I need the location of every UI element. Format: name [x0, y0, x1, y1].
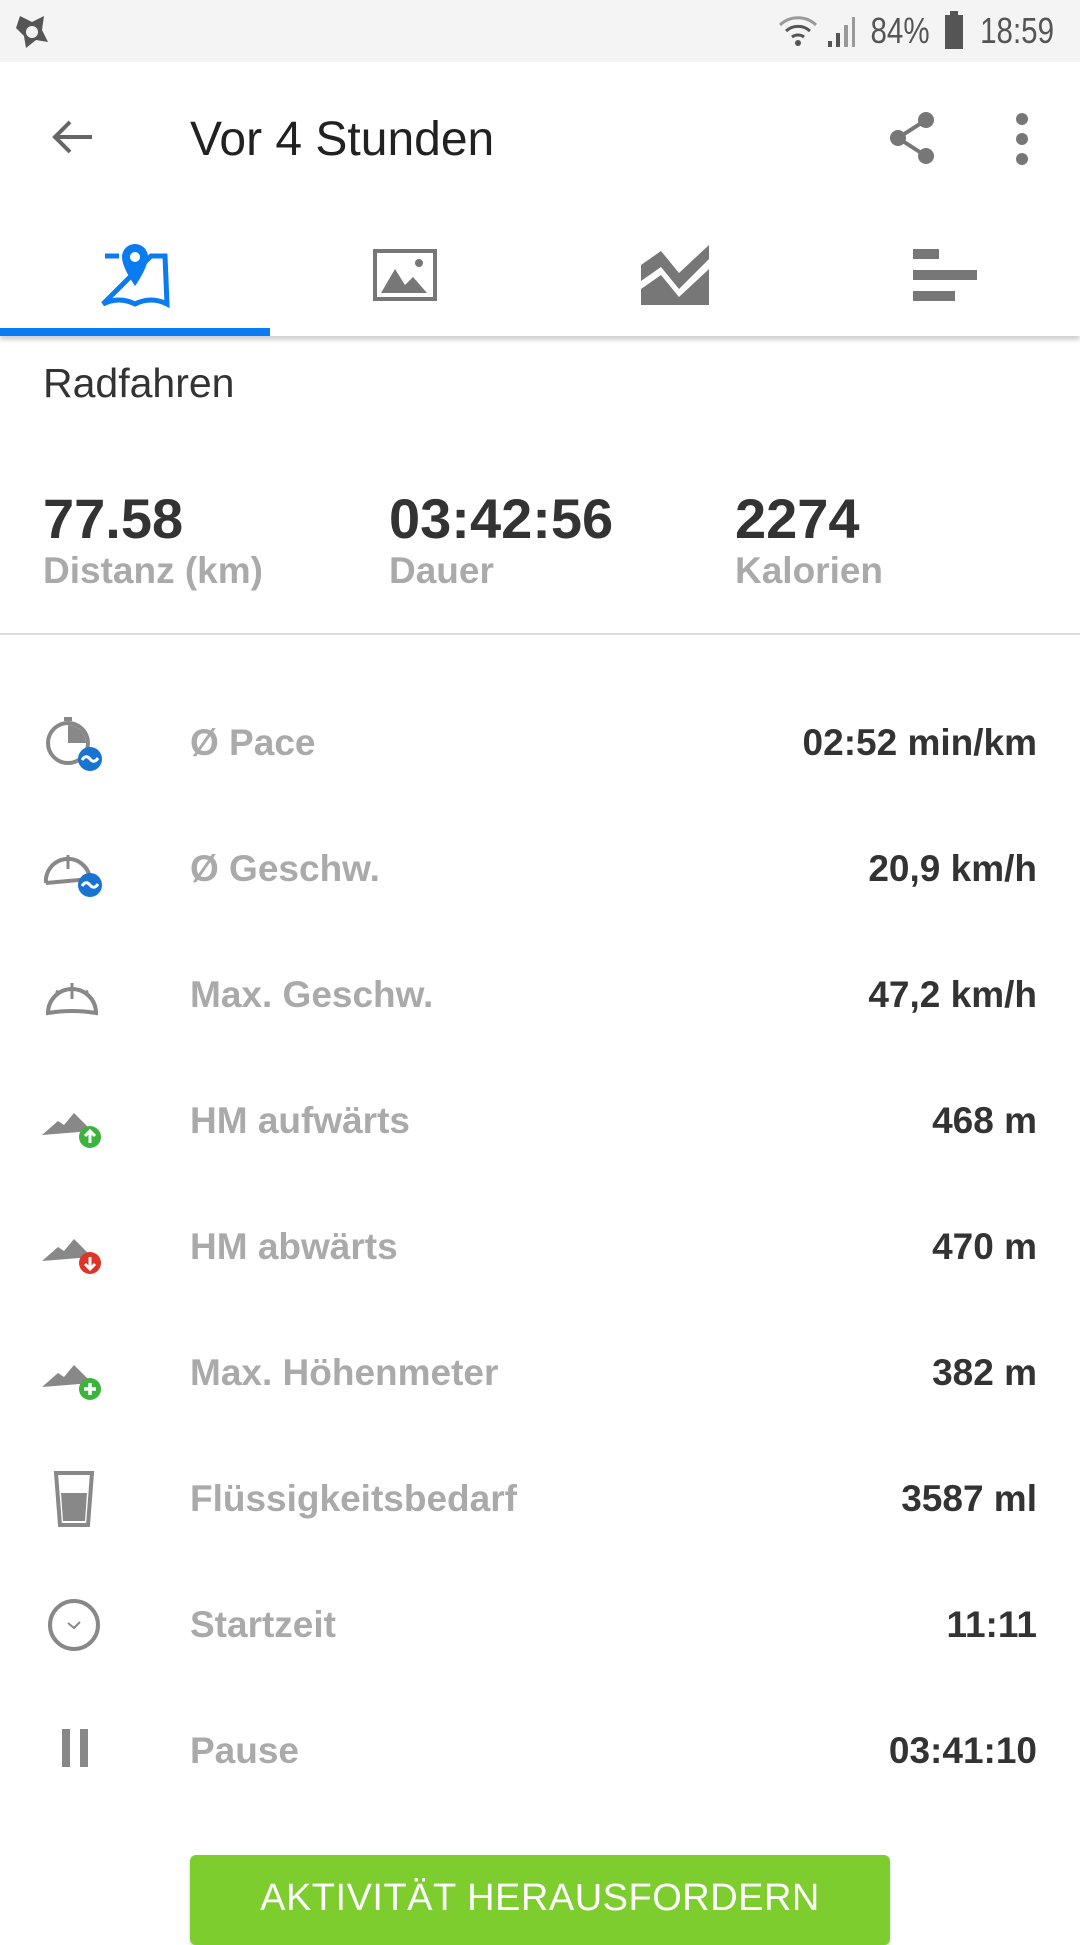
max-speed-icon: [45, 983, 99, 1016]
detail-label: Startzeit: [190, 1604, 336, 1645]
detail-value: 3587 ml: [901, 1478, 1037, 1519]
app-notification-icon: [16, 16, 48, 48]
back-arrow-icon[interactable]: [48, 112, 98, 162]
detail-row: Startzeit 11:11: [0, 1562, 1080, 1688]
battery-icon: [944, 11, 963, 49]
stat-label: Kalorien: [735, 550, 884, 591]
avg-speed-icon: [43, 855, 102, 897]
tab-charts[interactable]: [540, 214, 810, 336]
pause-icon: [62, 1729, 88, 1767]
tab-map[interactable]: [0, 214, 270, 336]
elevation-up-icon: [42, 1113, 101, 1148]
tab-details[interactable]: [810, 214, 1080, 336]
battery-percent: 84%: [870, 10, 930, 51]
detail-row: Flüssigkeitsbedarf 3587 ml: [0, 1436, 1080, 1562]
detail-label: Max. Geschw.: [190, 974, 434, 1015]
active-tab-indicator: [0, 328, 270, 336]
detail-value: 20,9 km/h: [868, 848, 1037, 889]
glass-icon: [53, 1471, 95, 1527]
bars-icon: [913, 249, 977, 301]
pace-icon: [46, 717, 102, 771]
status-bar: 84% 18:59: [0, 0, 1080, 62]
page-title: Vor 4 Stunden: [190, 113, 495, 166]
elevation-down-icon: [42, 1239, 101, 1274]
detail-row: Pause 03:41:10: [0, 1688, 1080, 1814]
elevation-max-icon: [42, 1365, 101, 1400]
detail-label: HM aufwärts: [190, 1100, 410, 1141]
detail-value: 11:11: [946, 1604, 1037, 1645]
clock-icon: [48, 1599, 100, 1651]
detail-row: Ø Pace 02:52 min/km: [0, 680, 1080, 806]
divider: [0, 633, 1080, 635]
toolbar: [0, 62, 1080, 214]
tab-bar: [0, 214, 1080, 336]
detail-row: Max. Geschw. 47,2 km/h: [0, 932, 1080, 1058]
stat-calories: 2274 Kalorien: [735, 488, 883, 592]
stat-distance: 77.58 Distanz (km): [43, 488, 263, 592]
share-icon[interactable]: [886, 110, 938, 166]
detail-value: 470 m: [932, 1226, 1037, 1267]
detail-label: Max. Höhenmeter: [190, 1352, 499, 1393]
detail-label: Ø Geschw.: [190, 848, 380, 889]
detail-value: 382 m: [932, 1352, 1037, 1393]
image-icon: [373, 249, 437, 301]
signal-icon: [827, 17, 855, 47]
stat-value: 2274: [735, 487, 860, 550]
stat-value: 77.58: [43, 487, 184, 550]
stat-value: 03:42:56: [389, 487, 614, 550]
wifi-icon: [778, 16, 817, 46]
map-pin-icon: [101, 244, 170, 308]
detail-label: Ø Pace: [190, 722, 316, 763]
detail-value: 468 m: [932, 1100, 1037, 1141]
detail-row: Max. Höhenmeter 382 m: [0, 1310, 1080, 1436]
detail-value: 02:52 min/km: [802, 722, 1037, 763]
detail-value: 47,2 km/h: [868, 974, 1037, 1015]
clock-time: 18:59: [980, 10, 1054, 51]
detail-row: HM aufwärts 468 m: [0, 1058, 1080, 1184]
challenge-activity-button[interactable]: AKTIVITÄT HERAUSFORDERN: [190, 1855, 890, 1945]
detail-value: 03:41:10: [888, 1730, 1037, 1771]
detail-row: Ø Geschw. 20,9 km/h: [0, 806, 1080, 932]
area-chart-icon: [641, 245, 709, 305]
tab-photos[interactable]: [270, 214, 540, 336]
stat-label: Distanz (km): [43, 550, 263, 591]
stat-duration: 03:42:56 Dauer: [389, 488, 613, 592]
detail-label: Pause: [190, 1730, 300, 1771]
stat-label: Dauer: [389, 550, 494, 591]
more-options-icon[interactable]: [1012, 112, 1032, 166]
detail-label: Flüssigkeitsbedarf: [190, 1478, 517, 1519]
sport-type: Radfahren: [43, 360, 235, 406]
detail-row: HM abwärts 470 m: [0, 1184, 1080, 1310]
detail-label: HM abwärts: [190, 1226, 398, 1267]
